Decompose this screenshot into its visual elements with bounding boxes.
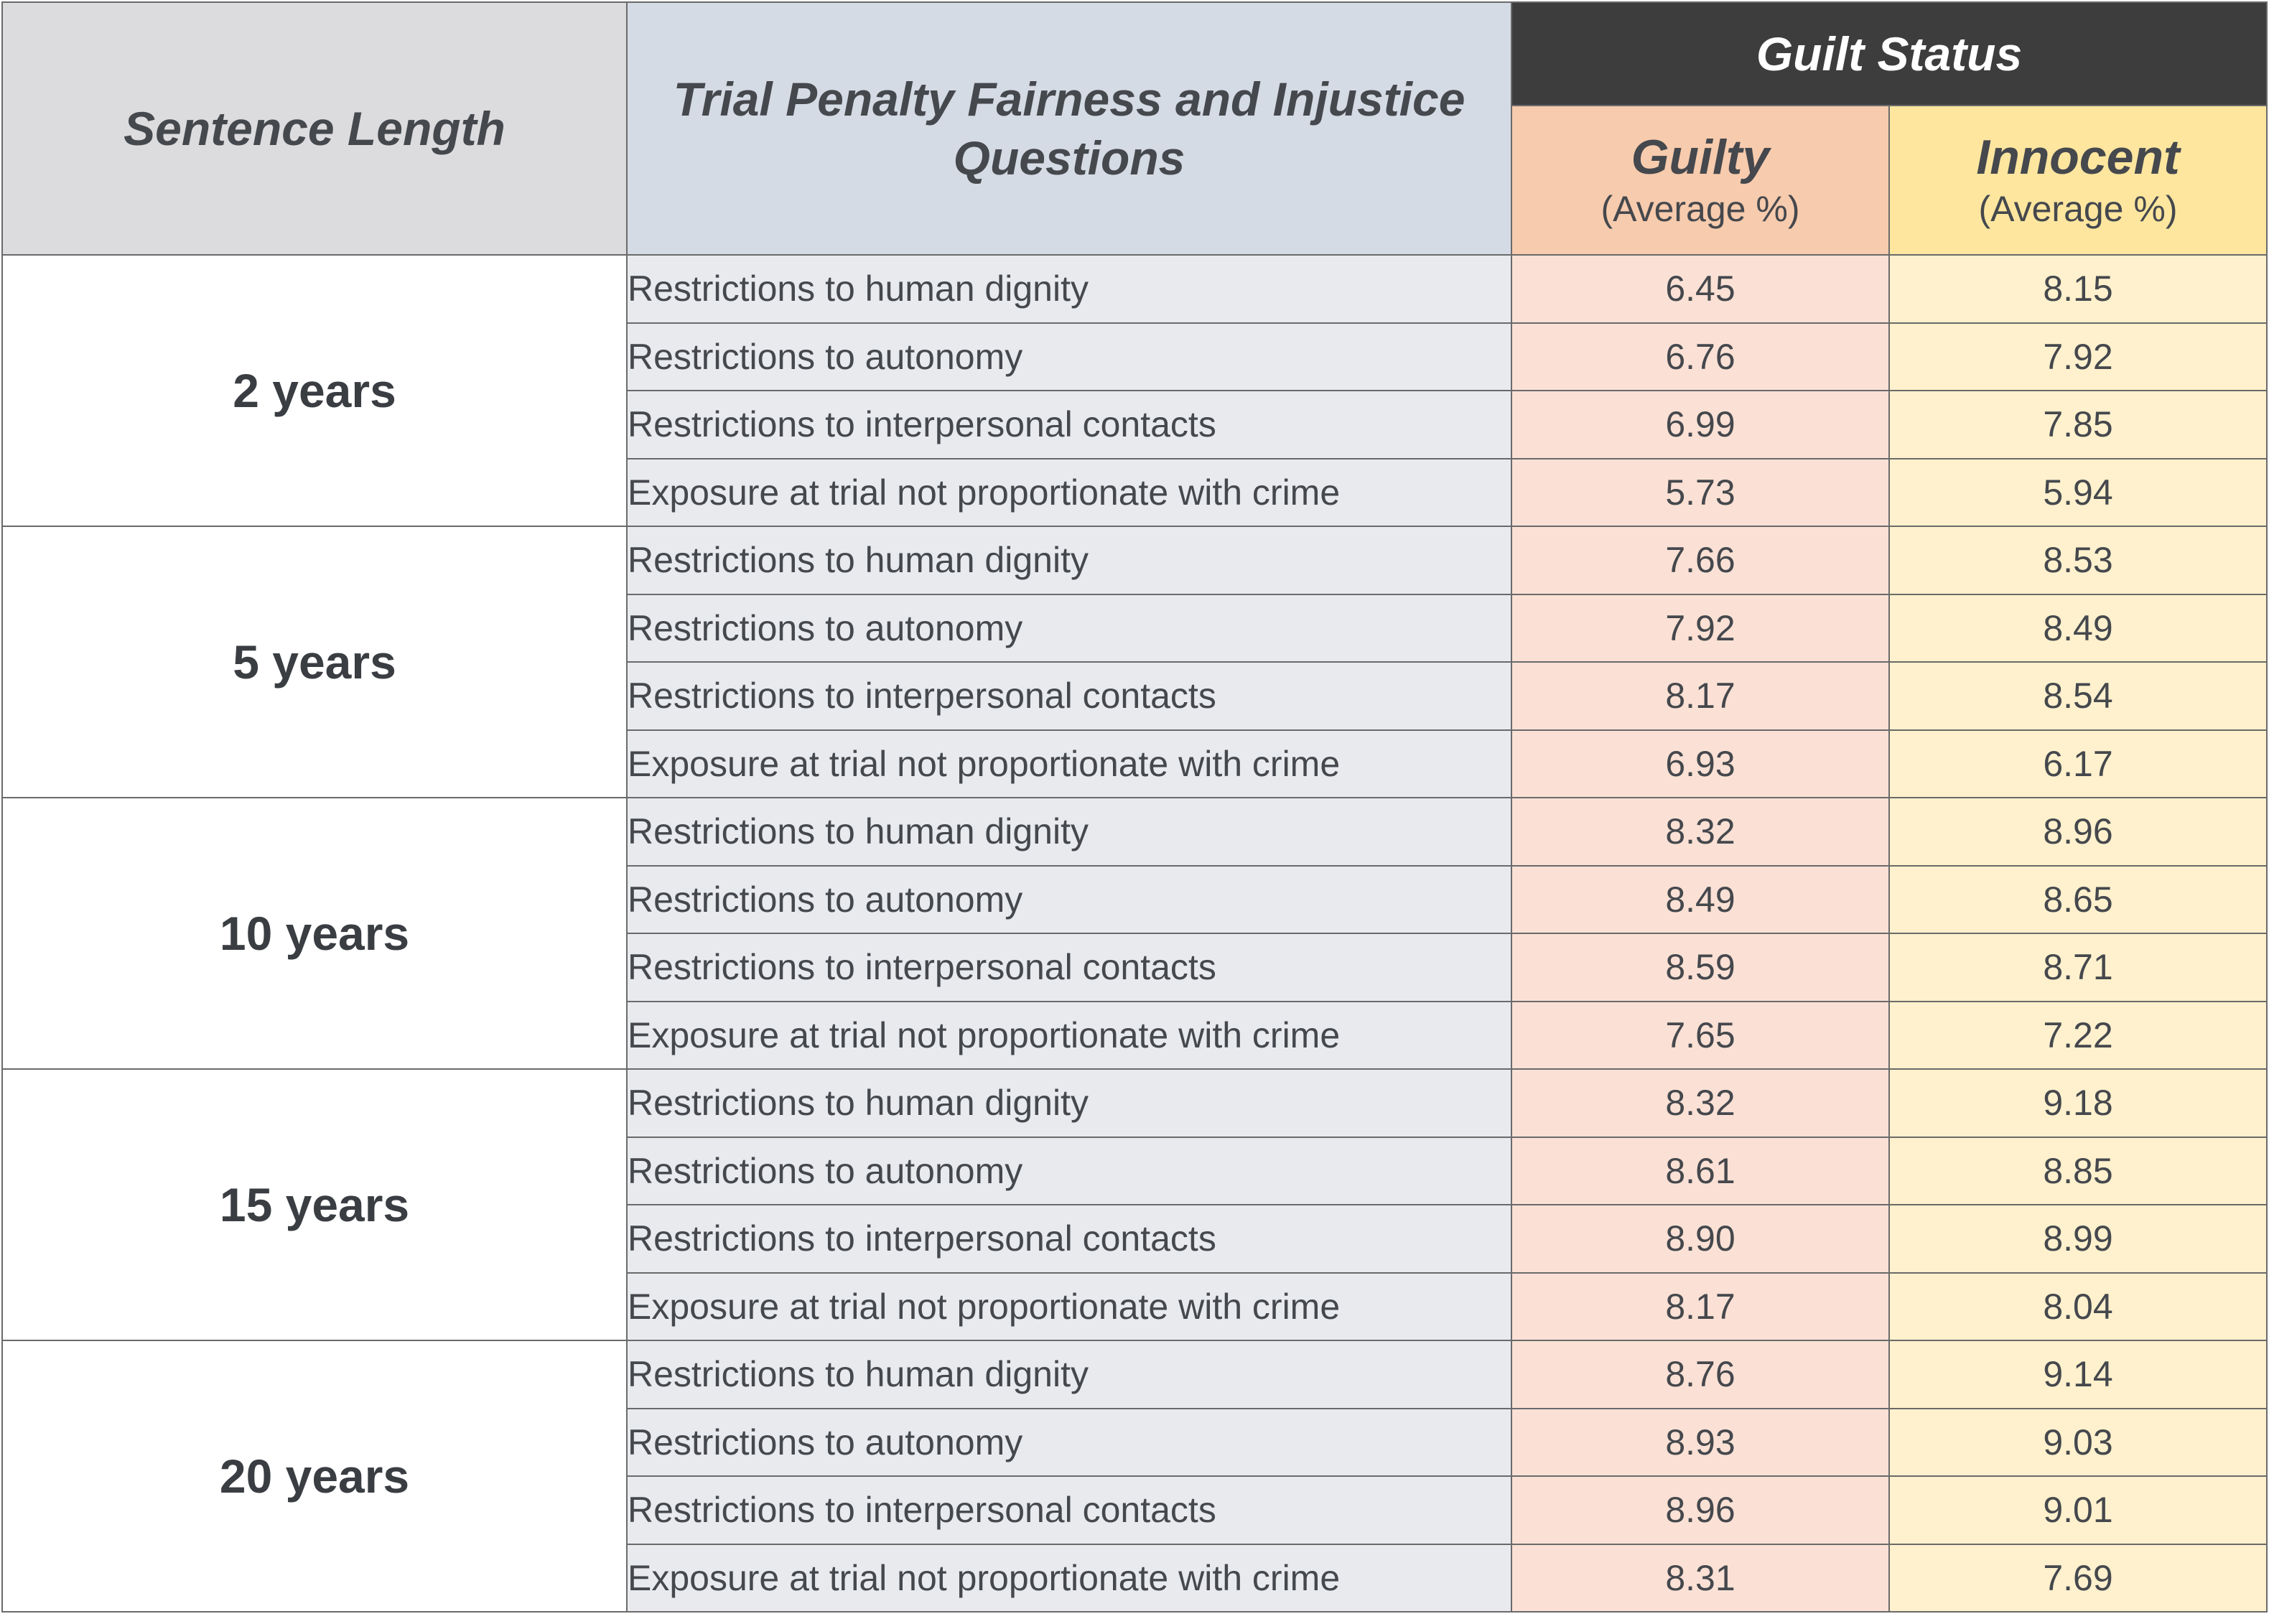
innocent-value-cell: 7.69 (1888, 1543, 2268, 1613)
innocent-value-cell: 8.65 (1888, 864, 2268, 934)
guilty-value-cell: 8.31 (1511, 1543, 1890, 1613)
question-cell: Restrictions to human dignity (626, 526, 1512, 595)
question-cell: Restrictions to interpersonal contacts (626, 661, 1512, 731)
guilty-note: (Average %) (1601, 189, 1800, 229)
innocent-value-cell: 6.17 (1888, 729, 2268, 798)
table-row: 15 years Restrictions to human dignity 8.3… (1, 1068, 2268, 1341)
innocent-value-cell: 8.54 (1888, 661, 2268, 731)
table-row: Restrictions to interpersonal contacts 8.… (2, 933, 2268, 1002)
guilty-title: Guilty (1631, 130, 1770, 185)
sentence-length-header: Sentence Length (1, 1, 628, 256)
sentence-length-cell: 2 years (1, 254, 628, 527)
innocent-header: Innocent (Average %) (1888, 105, 2268, 256)
table-row: Restrictions to autonomy 8.49 8.65 (2, 864, 2268, 934)
innocent-value-cell: 8.71 (1888, 933, 2268, 1002)
guilty-value-cell: 8.59 (1511, 933, 1890, 1002)
guilty-value-cell: 8.17 (1511, 661, 1890, 731)
sentence-length-cell: 10 years (1, 797, 628, 1070)
innocent-title: Innocent (1976, 130, 2180, 185)
innocent-value-cell: 8.99 (1888, 1204, 2268, 1274)
table-row: Exposure at trial not proportionate with… (2, 1271, 2268, 1341)
table-row: Restrictions to autonomy 8.93 9.03 (2, 1407, 2268, 1477)
guilty-header: Guilty (Average %) (1511, 105, 1890, 256)
innocent-value-cell: 8.49 (1888, 593, 2268, 663)
table-body: 2 years Restrictions to human dignity 6.45… (1, 254, 2268, 1613)
innocent-value-cell: 9.03 (1888, 1407, 2268, 1477)
guilty-value-cell: 8.96 (1511, 1475, 1890, 1545)
question-cell: Restrictions to interpersonal contacts (626, 1204, 1512, 1274)
innocent-value-cell: 7.92 (1888, 322, 2268, 391)
innocent-value-cell: 9.18 (1888, 1068, 2268, 1138)
guilty-value-cell: 6.45 (1511, 254, 1890, 324)
table-row: 10 years Restrictions to human dignity 8.3… (1, 797, 2268, 1070)
table-row: 2 years Restrictions to human dignity 6.45… (1, 254, 2268, 527)
guilty-value-cell: 7.65 (1511, 1000, 1890, 1070)
guilty-value-cell: 8.32 (1511, 797, 1890, 867)
guilty-value-cell: 6.99 (1511, 390, 1890, 459)
question-cell: Restrictions to interpersonal contacts (626, 933, 1512, 1002)
innocent-value-cell: 8.15 (1888, 254, 2268, 324)
innocent-value-cell: 7.22 (1888, 1000, 2268, 1070)
guilty-value-cell: 8.76 (1511, 1340, 1890, 1409)
question-cell: Exposure at trial not proportionate with… (626, 1000, 1512, 1070)
question-cell: Restrictions to interpersonal contacts (626, 1475, 1512, 1545)
question-cell: Restrictions to human dignity (626, 254, 1512, 324)
table-row: Restrictions to interpersonal contacts 6.… (2, 390, 2268, 459)
guilty-value-cell: 6.76 (1511, 322, 1890, 391)
sentence-length-cell: 5 years (1, 526, 628, 798)
guilty-value-cell: 8.17 (1511, 1271, 1890, 1341)
guilty-value-cell: 8.93 (1511, 1407, 1890, 1477)
table-row: Restrictions to autonomy 8.61 8.85 (2, 1136, 2268, 1205)
question-cell: Restrictions to autonomy (626, 322, 1512, 391)
table-row: Restrictions to interpersonal contacts 8.… (2, 1475, 2268, 1545)
table-row: Exposure at trial not proportionate with… (2, 457, 2268, 527)
table-row: Exposure at trial not proportionate with… (2, 729, 2268, 798)
question-cell: Exposure at trial not proportionate with… (626, 1543, 1512, 1613)
innocent-value-cell: 8.53 (1888, 526, 2268, 595)
question-cell: Restrictions to human dignity (626, 797, 1512, 867)
question-cell: Exposure at trial not proportionate with… (626, 457, 1512, 527)
question-cell: Exposure at trial not proportionate with… (626, 1271, 1512, 1341)
innocent-value-cell: 8.85 (1888, 1136, 2268, 1205)
sentence-length-cell: 15 years (1, 1068, 628, 1341)
table-row: 5 years Restrictions to human dignity 7.66… (1, 526, 2268, 798)
questions-header: Trial Penalty Fairness and Injustice Que… (626, 1, 1512, 256)
guilt-status-header: Guilt Status (1510, 1, 2268, 106)
question-cell: Restrictions to autonomy (626, 593, 1512, 663)
guilty-value-cell: 5.73 (1511, 457, 1890, 527)
innocent-value-cell: 8.04 (1888, 1271, 2268, 1341)
innocent-note: (Average %) (1978, 189, 2178, 229)
question-cell: Restrictions to human dignity (626, 1068, 1512, 1138)
table-row: Restrictions to autonomy 6.76 7.92 (2, 322, 2268, 391)
question-cell: Restrictions to interpersonal contacts (626, 390, 1512, 459)
table-row: Restrictions to interpersonal contacts 8.… (2, 1204, 2268, 1274)
guilty-value-cell: 8.49 (1511, 864, 1890, 934)
table-row: Exposure at trial not proportionate with… (2, 1000, 2268, 1070)
innocent-value-cell: 8.96 (1888, 797, 2268, 867)
question-cell: Restrictions to autonomy (626, 1136, 1512, 1205)
table-row: Exposure at trial not proportionate with… (2, 1543, 2268, 1613)
guilty-value-cell: 8.90 (1511, 1204, 1890, 1274)
guilty-value-cell: 6.93 (1511, 729, 1890, 798)
guilty-value-cell: 8.32 (1511, 1068, 1890, 1138)
innocent-value-cell: 9.01 (1888, 1475, 2268, 1545)
question-cell: Restrictions to human dignity (626, 1340, 1512, 1409)
question-cell: Restrictions to autonomy (626, 864, 1512, 934)
guilty-value-cell: 7.66 (1511, 526, 1890, 595)
innocent-value-cell: 9.14 (1888, 1340, 2268, 1409)
table-row: 20 years Restrictions to human dignity 8.7… (1, 1340, 2268, 1613)
guilty-value-cell: 8.61 (1511, 1136, 1890, 1205)
question-cell: Restrictions to autonomy (626, 1407, 1512, 1477)
guilty-value-cell: 7.92 (1511, 593, 1890, 663)
sentence-length-cell: 20 years (1, 1340, 628, 1613)
table-header: Sentence Length Trial Penalty Fairness a… (1, 1, 2268, 256)
innocent-value-cell: 5.94 (1888, 457, 2268, 527)
question-cell: Exposure at trial not proportionate with… (626, 729, 1512, 798)
table-row: Restrictions to interpersonal contacts 8.… (2, 661, 2268, 731)
innocent-value-cell: 7.85 (1888, 390, 2268, 459)
table-row: Restrictions to autonomy 7.92 8.49 (2, 593, 2268, 663)
